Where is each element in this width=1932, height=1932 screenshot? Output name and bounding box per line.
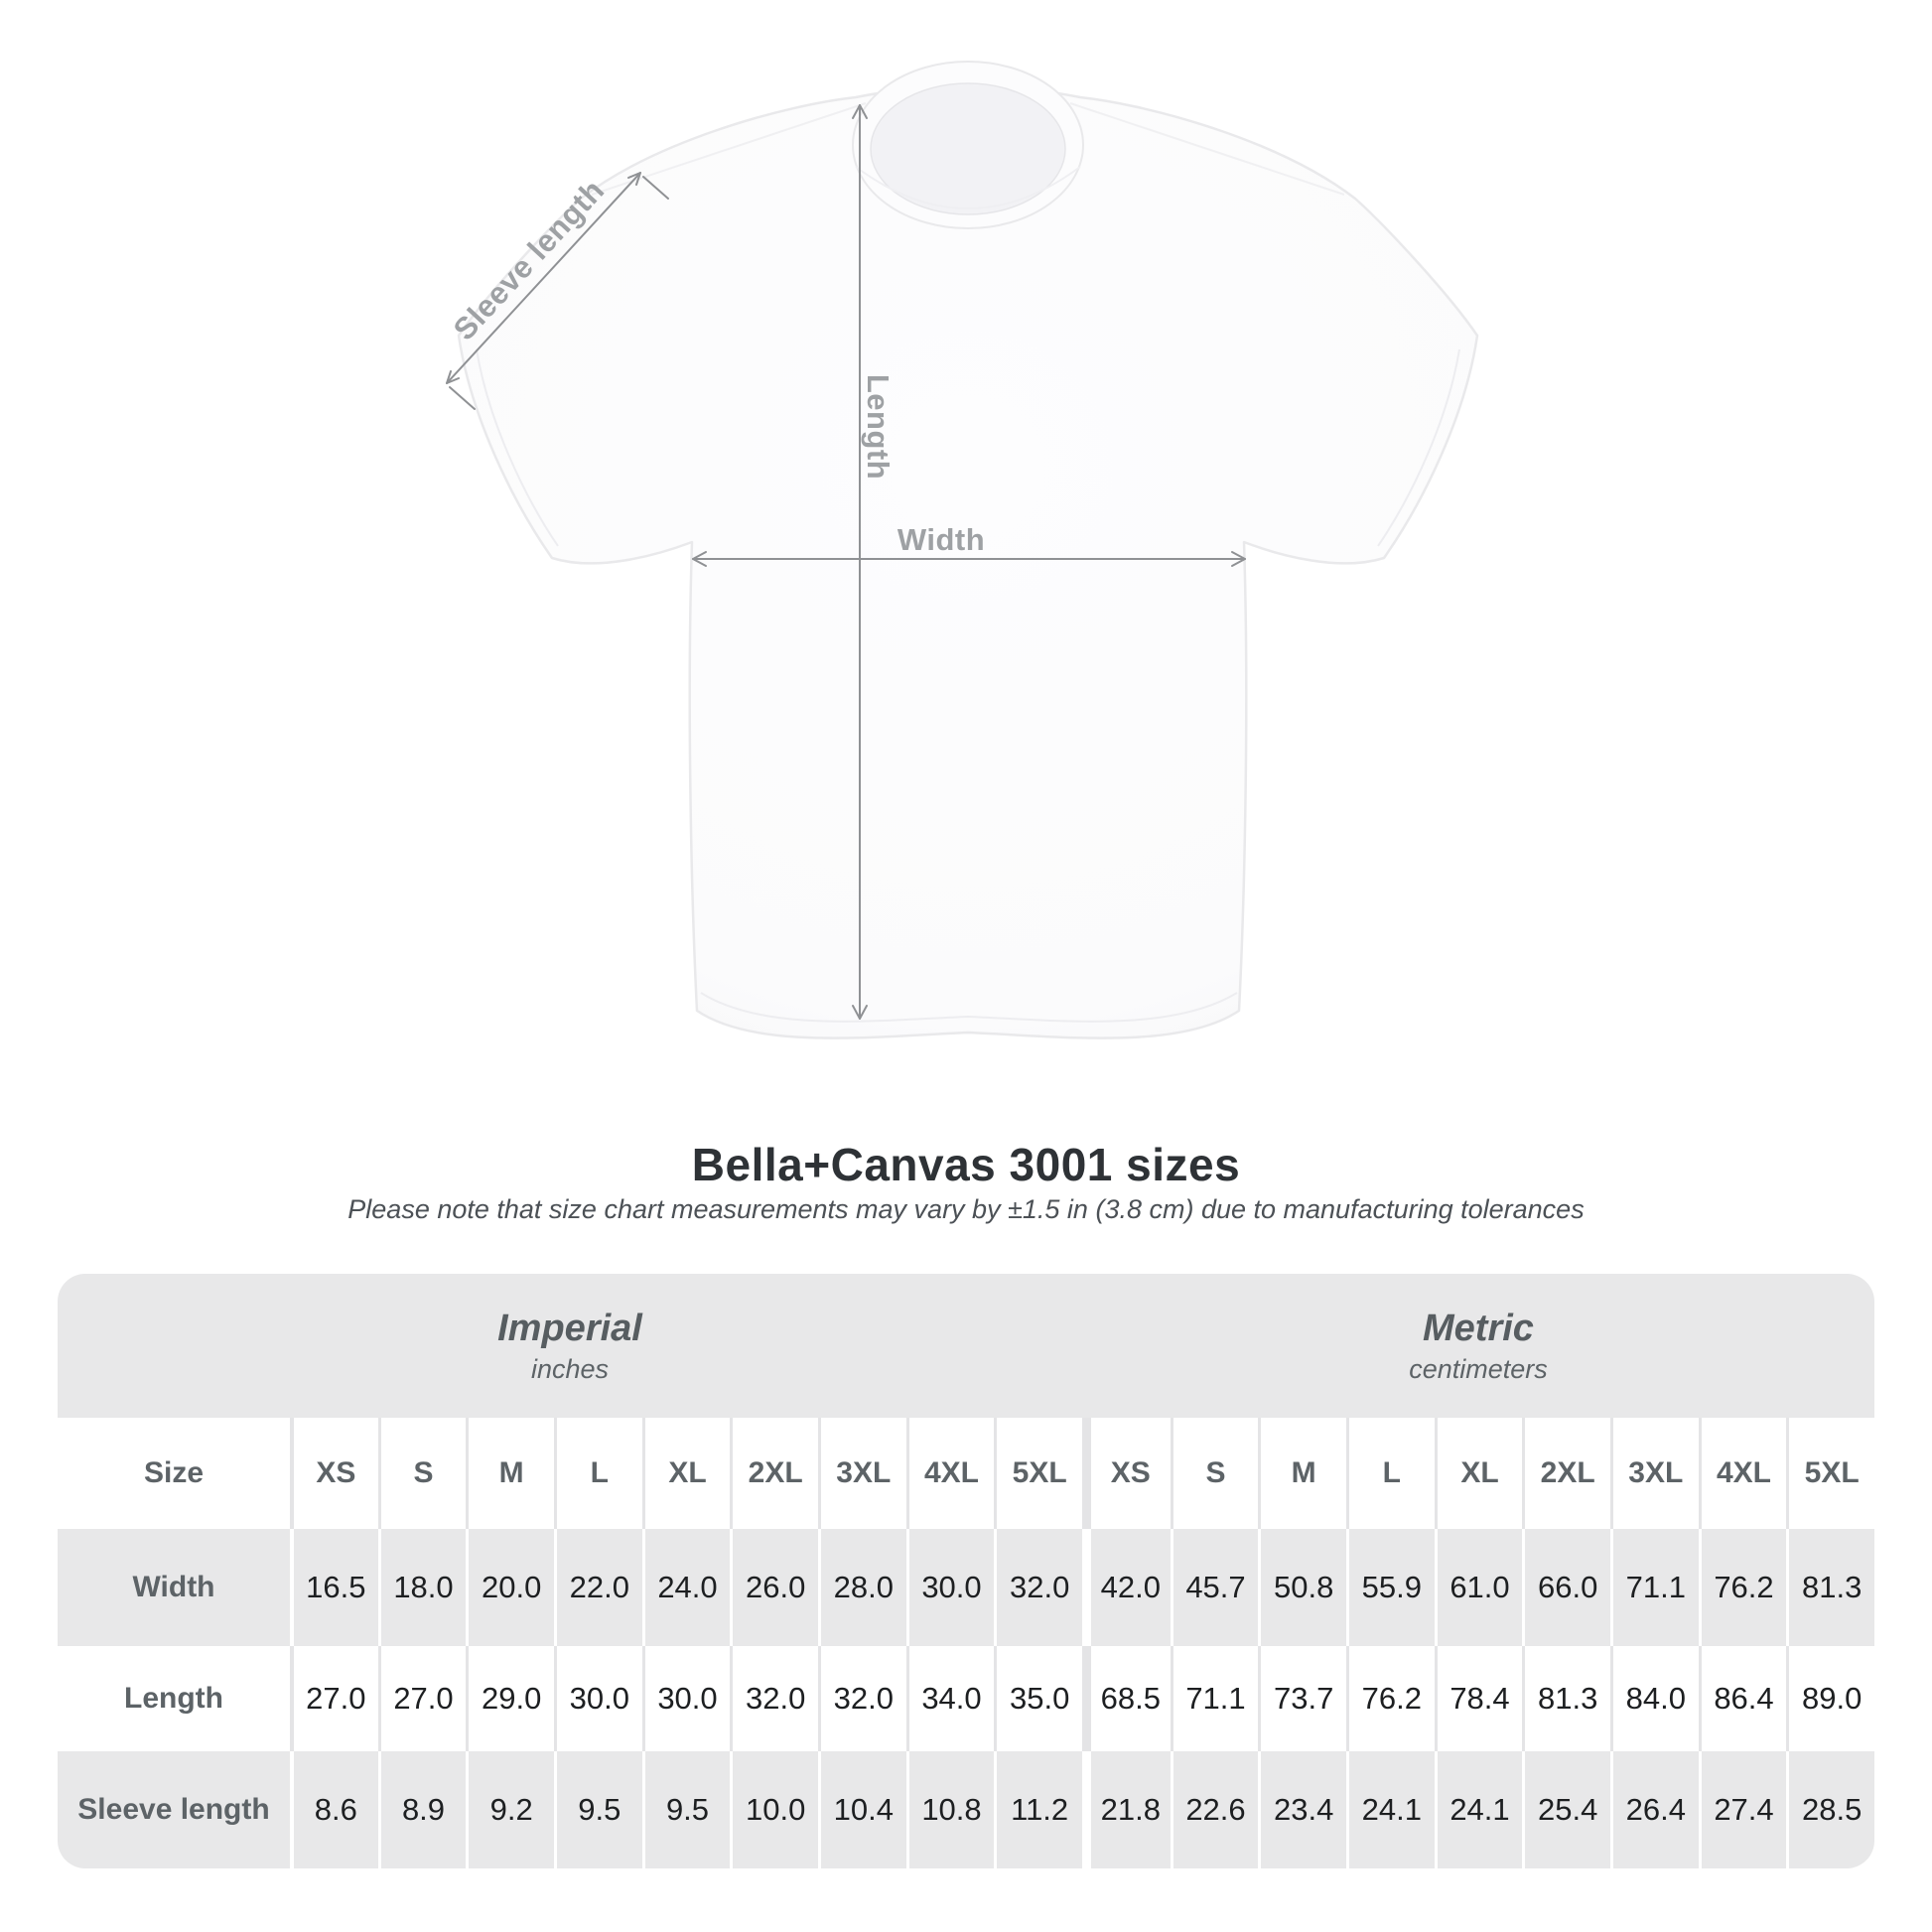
length-row-label: Length xyxy=(58,1646,290,1751)
width-imperial-2xl: 26.0 xyxy=(730,1529,818,1646)
length-imperial-3xl: 32.0 xyxy=(817,1646,906,1751)
length-arrow xyxy=(852,104,868,1020)
size-table: Imperial inches Metric centimeters Size … xyxy=(58,1274,1874,1868)
size-header-imperial-s: S xyxy=(377,1418,467,1529)
length-metric-3xl: 84.0 xyxy=(1609,1646,1699,1751)
width-metric-xs: 42.0 xyxy=(1081,1529,1171,1646)
sleeve-metric-3xl: 26.4 xyxy=(1609,1751,1699,1868)
size-header-metric-4xl: 4XL xyxy=(1698,1418,1787,1529)
length-imperial-m: 29.0 xyxy=(466,1646,554,1751)
size-header-imperial-4xl: 4XL xyxy=(905,1418,995,1529)
width-imperial-4xl: 30.0 xyxy=(905,1529,995,1646)
size-column-header: Size xyxy=(58,1418,290,1529)
width-imperial-xs: 16.5 xyxy=(290,1529,378,1646)
sleeve-imperial-xs: 8.6 xyxy=(290,1751,378,1868)
length-imperial-xl: 30.0 xyxy=(641,1646,731,1751)
sleeve-length-row-label: Sleeve length xyxy=(58,1751,290,1868)
sleeve-imperial-4xl: 10.8 xyxy=(905,1751,995,1868)
size-header-imperial-xl: XL xyxy=(641,1418,731,1529)
size-header-metric-m: M xyxy=(1258,1418,1346,1529)
width-imperial-m: 20.0 xyxy=(466,1529,554,1646)
metric-group-header: Metric centimeters xyxy=(1081,1274,1874,1418)
length-imperial-s: 27.0 xyxy=(377,1646,467,1751)
width-dimension-label: Width xyxy=(897,522,986,557)
length-metric-xl: 78.4 xyxy=(1434,1646,1523,1751)
size-header-imperial-m: M xyxy=(466,1418,554,1529)
width-imperial-5xl: 32.0 xyxy=(994,1529,1082,1646)
width-metric-xl: 61.0 xyxy=(1434,1529,1523,1646)
length-imperial-l: 30.0 xyxy=(553,1646,642,1751)
size-header-metric-s: S xyxy=(1170,1418,1259,1529)
metric-label: Metric xyxy=(1423,1307,1534,1349)
length-dimension-label: Length xyxy=(861,373,896,481)
size-header-imperial-xs: XS xyxy=(290,1418,378,1529)
width-imperial-l: 22.0 xyxy=(553,1529,642,1646)
sleeve-metric-xl: 24.1 xyxy=(1434,1751,1523,1868)
length-imperial-2xl: 32.0 xyxy=(730,1646,818,1751)
length-metric-4xl: 86.4 xyxy=(1698,1646,1787,1751)
tolerance-note: Please note that size chart measurements… xyxy=(347,1194,1585,1224)
size-header-imperial-2xl: 2XL xyxy=(730,1418,818,1529)
size-header-metric-5xl: 5XL xyxy=(1786,1418,1874,1529)
imperial-group-header: Imperial inches xyxy=(58,1274,1082,1418)
length-metric-s: 71.1 xyxy=(1170,1646,1259,1751)
sleeve-imperial-s: 8.9 xyxy=(377,1751,467,1868)
size-header-metric-l: L xyxy=(1345,1418,1435,1529)
width-metric-5xl: 81.3 xyxy=(1786,1529,1874,1646)
imperial-unit-label: inches xyxy=(530,1353,610,1384)
sleeve-metric-s: 22.6 xyxy=(1170,1751,1259,1868)
length-imperial-xs: 27.0 xyxy=(290,1646,378,1751)
length-metric-2xl: 81.3 xyxy=(1522,1646,1610,1751)
length-imperial-4xl: 34.0 xyxy=(905,1646,995,1751)
width-metric-m: 50.8 xyxy=(1258,1529,1346,1646)
size-header-metric-xl: XL xyxy=(1434,1418,1523,1529)
width-imperial-xl: 24.0 xyxy=(641,1529,731,1646)
length-metric-m: 73.7 xyxy=(1258,1646,1346,1751)
tshirt-diagram xyxy=(446,61,1479,1039)
length-imperial-5xl: 35.0 xyxy=(994,1646,1082,1751)
sleeve-imperial-3xl: 10.4 xyxy=(817,1751,906,1868)
size-header-metric-3xl: 3XL xyxy=(1609,1418,1699,1529)
width-arrow xyxy=(692,551,1246,567)
page-title: Bella+Canvas 3001 sizes xyxy=(691,1139,1241,1190)
width-imperial-s: 18.0 xyxy=(377,1529,467,1646)
tshirt-illustration xyxy=(457,61,1479,1039)
width-imperial-3xl: 28.0 xyxy=(817,1529,906,1646)
sleeve-imperial-l: 9.5 xyxy=(553,1751,642,1868)
length-metric-l: 76.2 xyxy=(1345,1646,1435,1751)
size-header-imperial-3xl: 3XL xyxy=(817,1418,906,1529)
width-metric-3xl: 71.1 xyxy=(1609,1529,1699,1646)
size-header-metric-2xl: 2XL xyxy=(1522,1418,1610,1529)
width-metric-4xl: 76.2 xyxy=(1698,1529,1787,1646)
size-header-imperial-l: L xyxy=(553,1418,642,1529)
sleeve-length-arrow xyxy=(446,172,669,410)
sleeve-imperial-m: 9.2 xyxy=(466,1751,554,1868)
sleeve-metric-m: 23.4 xyxy=(1258,1751,1346,1868)
size-header-metric-xs: XS xyxy=(1081,1418,1171,1529)
sleeve-metric-2xl: 25.4 xyxy=(1522,1751,1610,1868)
metric-unit-label: centimeters xyxy=(1409,1353,1548,1384)
sleeve-imperial-2xl: 10.0 xyxy=(730,1751,818,1868)
imperial-label: Imperial xyxy=(497,1307,642,1349)
length-metric-5xl: 89.0 xyxy=(1786,1646,1874,1751)
sleeve-metric-xs: 21.8 xyxy=(1081,1751,1171,1868)
length-metric-xs: 68.5 xyxy=(1081,1646,1171,1751)
width-metric-l: 55.9 xyxy=(1345,1529,1435,1646)
sleeve-metric-l: 24.1 xyxy=(1345,1751,1435,1868)
size-header-imperial-5xl: 5XL xyxy=(994,1418,1082,1529)
sleeve-metric-4xl: 27.4 xyxy=(1698,1751,1787,1868)
width-metric-s: 45.7 xyxy=(1170,1529,1259,1646)
width-metric-2xl: 66.0 xyxy=(1522,1529,1610,1646)
sleeve-metric-5xl: 28.5 xyxy=(1786,1751,1874,1868)
width-row-label: Width xyxy=(58,1529,290,1646)
sleeve-imperial-5xl: 11.2 xyxy=(994,1751,1082,1868)
sleeve-imperial-xl: 9.5 xyxy=(641,1751,731,1868)
